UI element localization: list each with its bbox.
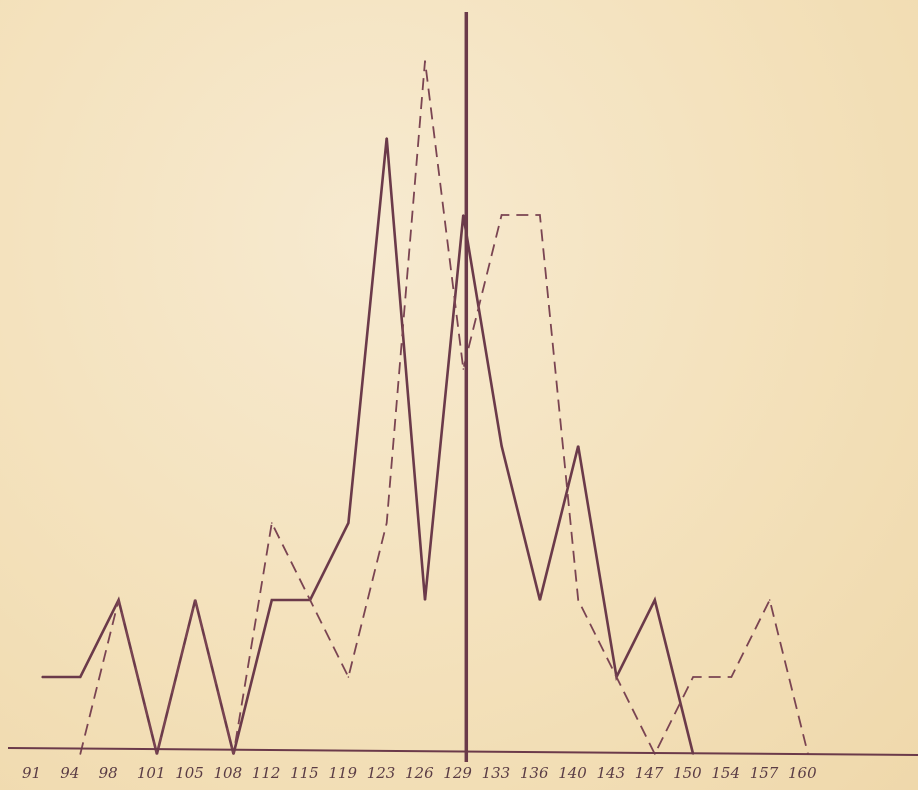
dashed-series-point-94 xyxy=(79,753,82,755)
x-tick-label-115: 115 xyxy=(290,764,319,782)
solid-series-point-129 xyxy=(462,214,465,216)
x-tick-label-157: 157 xyxy=(750,764,779,782)
dashed-series-point-98 xyxy=(117,599,120,601)
x-tick-label-94: 94 xyxy=(60,764,79,782)
dashed-series-point-119 xyxy=(347,676,350,678)
dashed-series-point-105 xyxy=(194,599,196,601)
solid-series-point-140 xyxy=(577,445,579,447)
x-tick-label-98: 98 xyxy=(99,764,118,782)
dashed-series-point-157 xyxy=(768,599,771,601)
dashed-series-point-112 xyxy=(271,522,273,524)
x-tick-label-129: 129 xyxy=(443,764,472,782)
x-tick-label-160: 160 xyxy=(788,764,817,782)
solid-series-point-136 xyxy=(539,599,541,601)
x-tick-label-147: 147 xyxy=(635,764,664,782)
x-tick-label-108: 108 xyxy=(214,764,243,782)
dashed-series-point-129 xyxy=(462,368,465,370)
x-tick-label-112: 112 xyxy=(252,764,281,782)
x-tick-label-136: 136 xyxy=(520,764,549,782)
x-tick-label-150: 150 xyxy=(673,764,702,782)
x-tick-label-140: 140 xyxy=(558,764,587,782)
dashed-series-point-136 xyxy=(539,214,541,216)
solid-series-point-147 xyxy=(654,599,656,601)
dashed-series-point-150 xyxy=(692,676,694,678)
x-tick-label-101: 101 xyxy=(137,764,166,782)
x-tick-label-105: 105 xyxy=(175,764,204,782)
dashed-series-point-115 xyxy=(309,599,311,601)
x-tick-label-126: 126 xyxy=(405,764,434,782)
tick-labels-layer: 91 94 98 101 105 108 112 115 119 123 126 129 133 136 1… xyxy=(22,764,817,782)
x-tick-label-133: 133 xyxy=(482,764,511,782)
dashed-series-point-123 xyxy=(385,522,388,524)
solid-series-point-126 xyxy=(424,599,426,601)
axes-layer xyxy=(7,12,918,762)
x-tick-label-91: 91 xyxy=(22,764,41,782)
solid-series-point-119 xyxy=(347,522,350,524)
x-tick-label-154: 154 xyxy=(711,764,740,782)
dashed-series-point-108 xyxy=(232,753,235,755)
x-tick-label-119: 119 xyxy=(328,764,357,782)
solid-series-line xyxy=(42,137,695,755)
series-layer xyxy=(41,60,809,757)
dashed-series-line xyxy=(79,60,809,757)
x-axis-line xyxy=(7,747,918,756)
solid-series-point-91 xyxy=(41,676,43,678)
dashed-series-point-126 xyxy=(424,60,426,62)
solid-series-point-112 xyxy=(271,599,273,601)
dashed-series-point-133 xyxy=(500,214,503,216)
solid-series-point-123 xyxy=(385,137,388,139)
solid-series-point-94 xyxy=(79,676,82,678)
dashed-series-point-140 xyxy=(577,599,579,601)
x-tick-label-143: 143 xyxy=(597,764,626,782)
dashed-series-point-154 xyxy=(730,676,733,678)
solid-series-point-133 xyxy=(500,445,503,447)
x-tick-label-123: 123 xyxy=(367,764,396,782)
dashed-series-point-101 xyxy=(156,753,158,755)
dashed-series-point-143 xyxy=(615,676,618,678)
